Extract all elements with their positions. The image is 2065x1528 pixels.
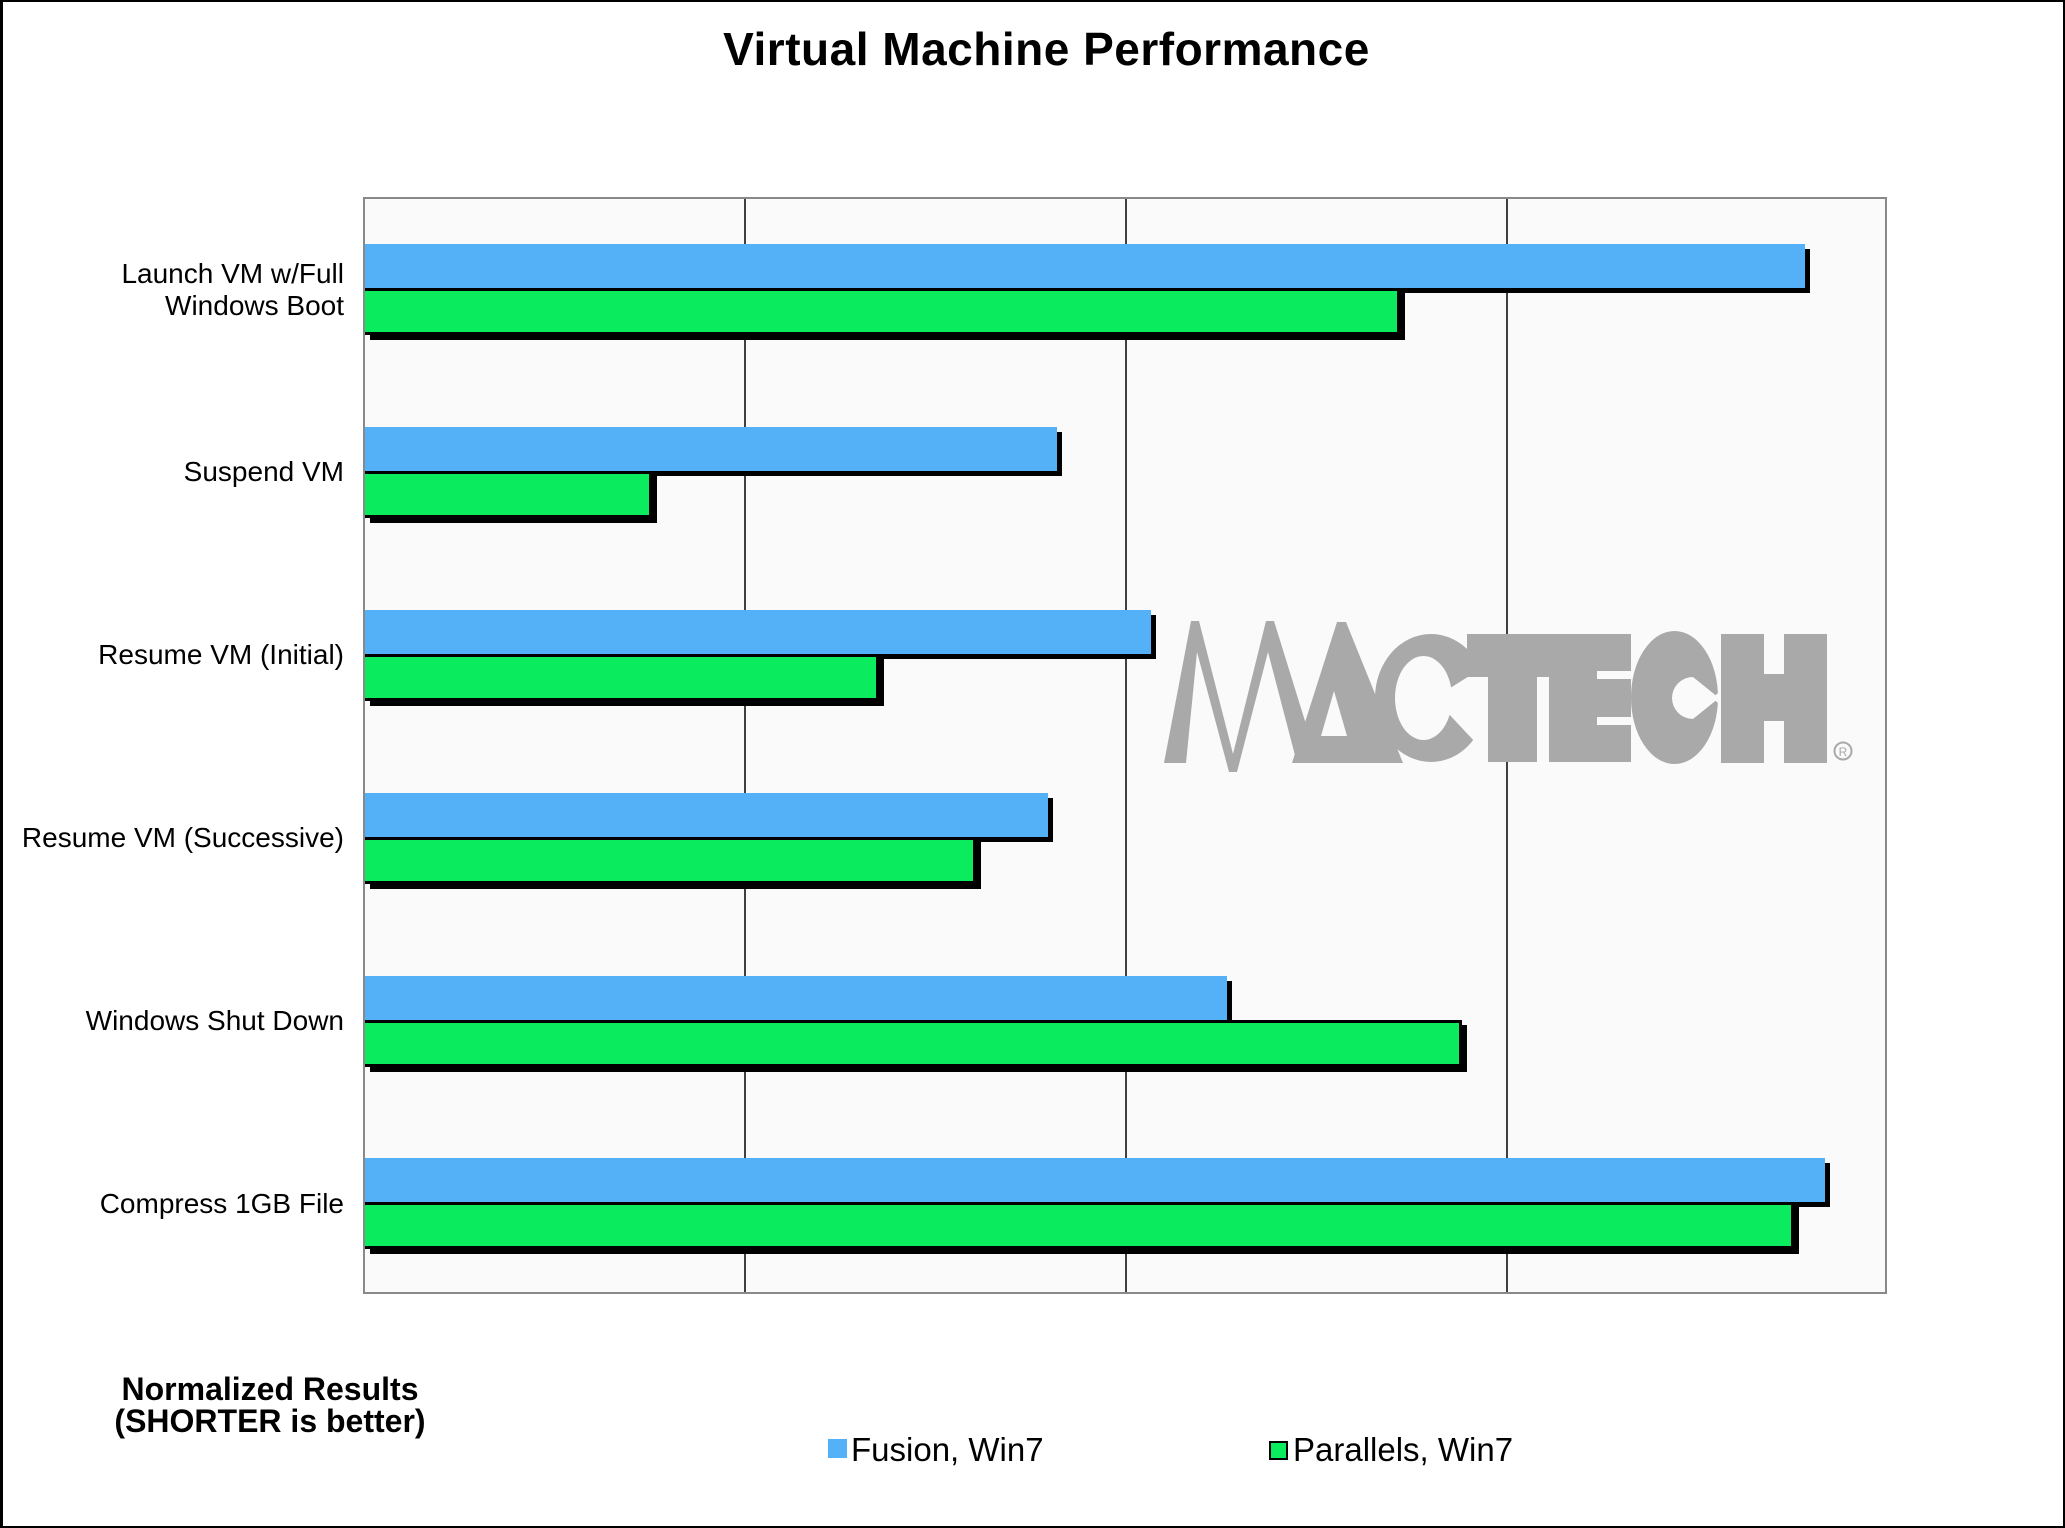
svg-text:R: R — [1839, 745, 1848, 759]
